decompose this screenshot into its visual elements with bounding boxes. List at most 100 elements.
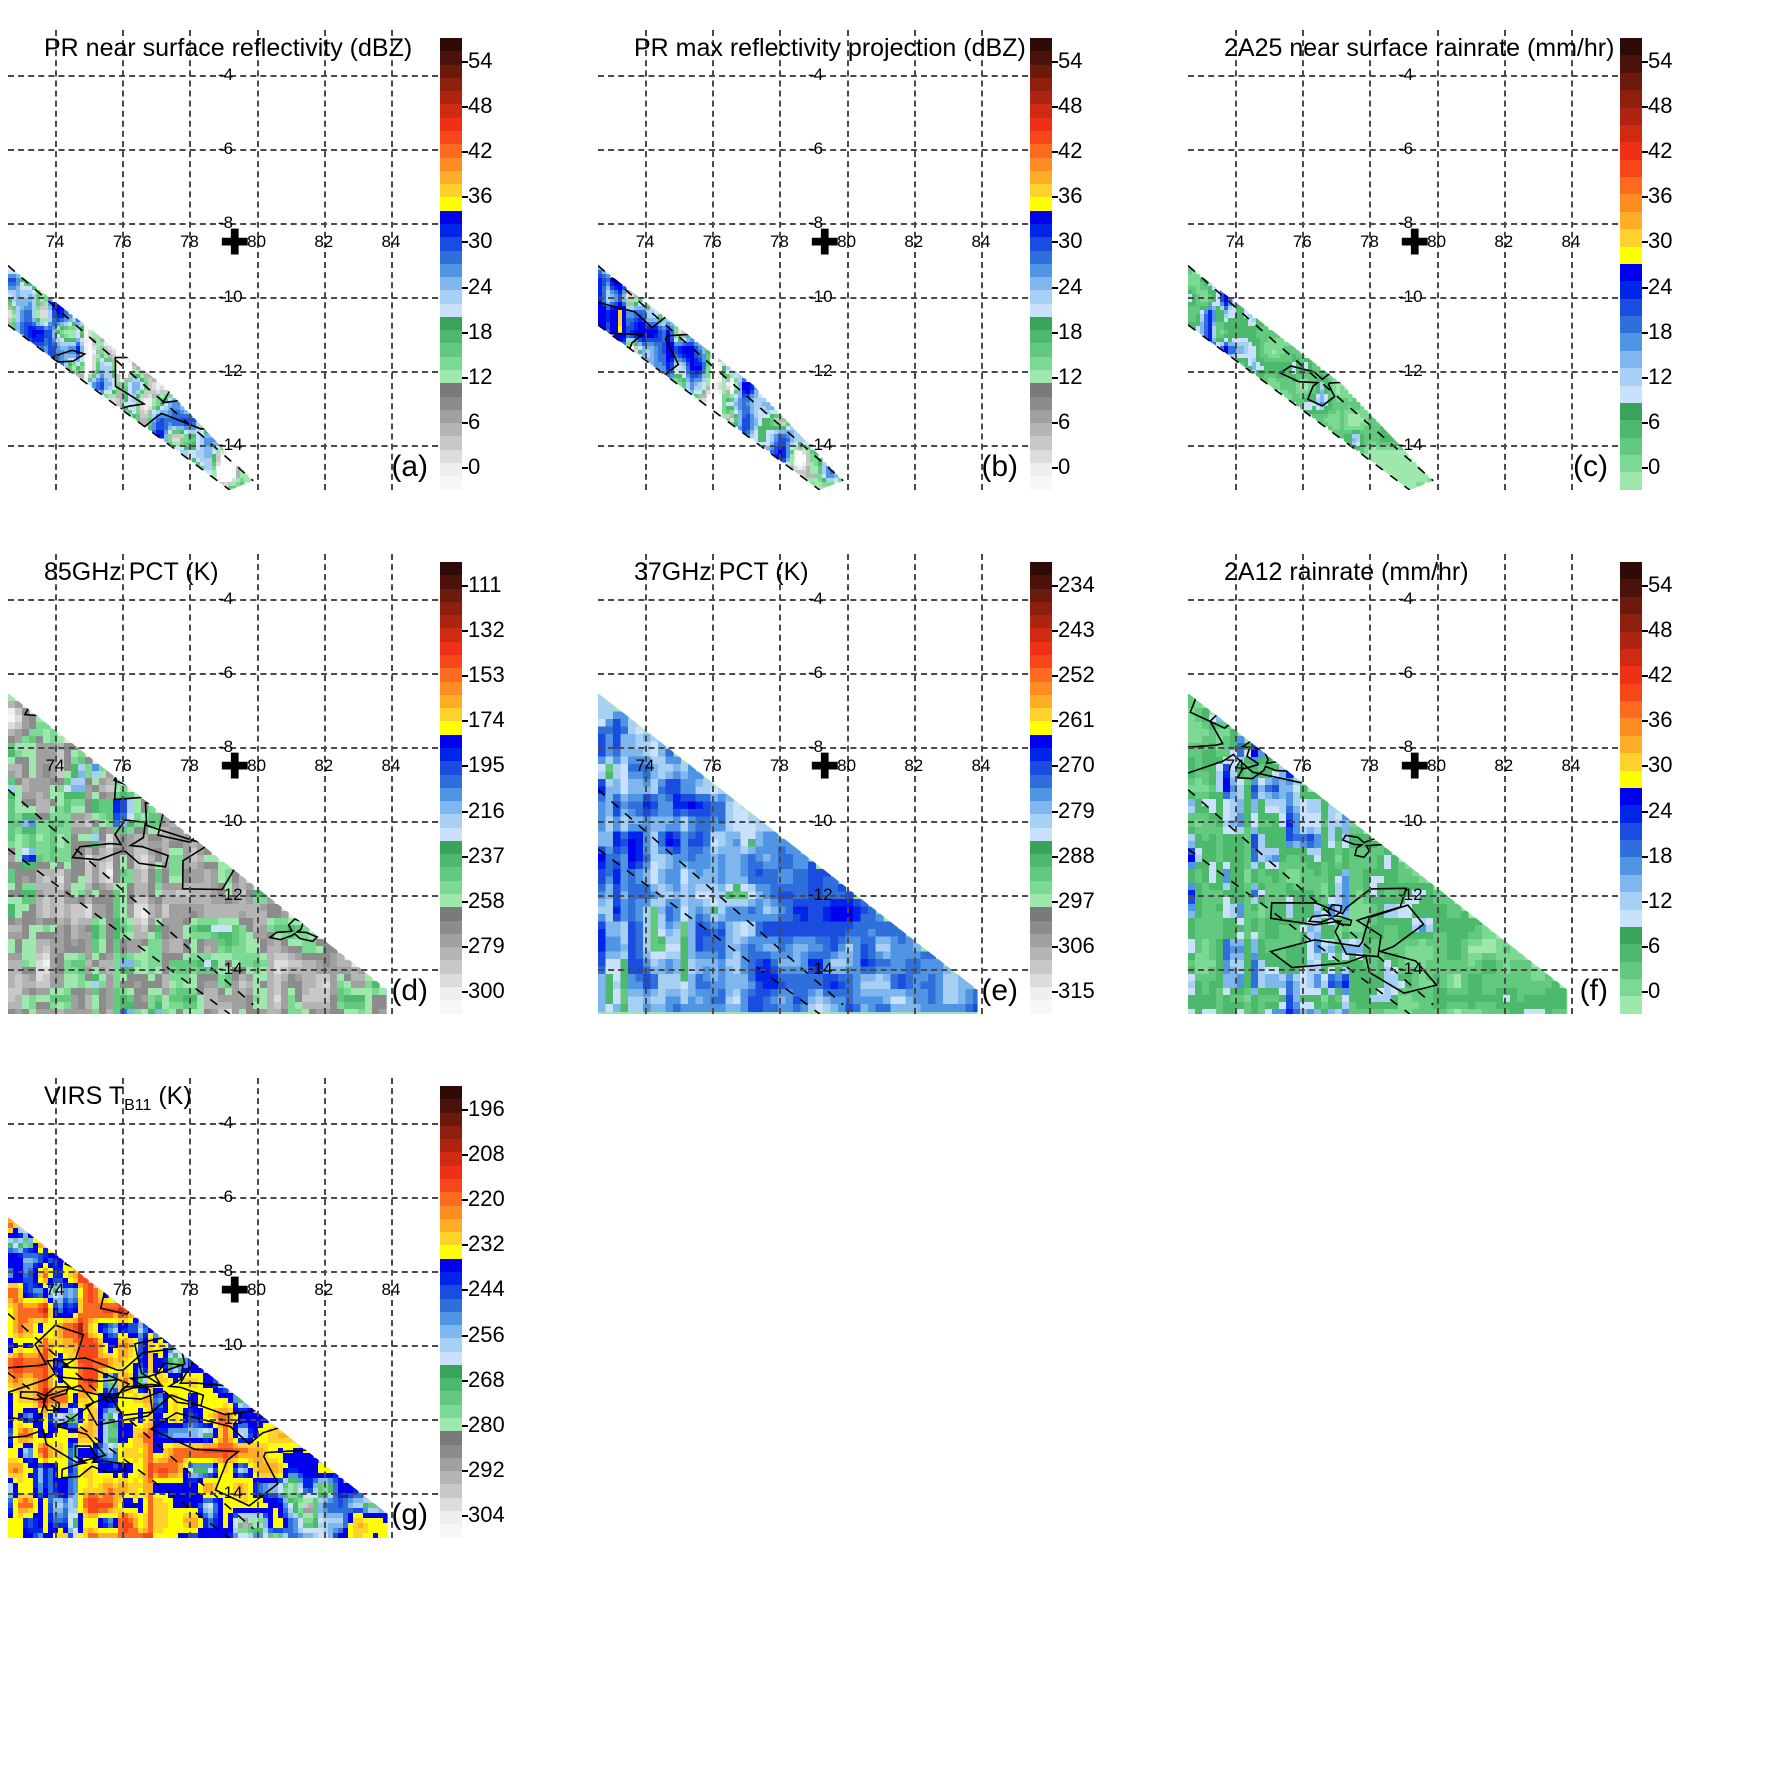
colorbar-tick-mark bbox=[462, 946, 468, 949]
panel-a: 74 76 78 80 82 84 -4 -6 -8 -10 -12 -14 ✚ (a) PR near s… bbox=[8, 30, 598, 554]
colorbar-tick-mark bbox=[1642, 584, 1648, 587]
lat-tick-label: -10 bbox=[1397, 811, 1423, 831]
gridline-lon-84 bbox=[1570, 30, 1573, 490]
lon-tick-label: 82 bbox=[314, 1280, 334, 1300]
lat-tick-label: -12 bbox=[1397, 885, 1423, 905]
colorbar-segment bbox=[1030, 436, 1052, 450]
plot-area-g: 74 76 78 80 82 84 -4 -6 -8 -10 -12 -14 ✚ (g) bbox=[8, 1078, 438, 1538]
gridline-lat-6 bbox=[1188, 148, 1618, 151]
gridline-lon-76 bbox=[1302, 554, 1305, 1014]
site-cross-marker: ✚ bbox=[810, 224, 840, 263]
panel-e: 74 76 78 80 82 84 -4 -6 -8 -10 -12 -14 ✚ (e) 37GHz PCT… bbox=[598, 554, 1188, 1078]
panel-title-e: 37GHz PCT (K) bbox=[634, 558, 809, 586]
panel-letter-f: (f) bbox=[1579, 974, 1608, 1007]
gridline-lon-82 bbox=[323, 1078, 326, 1538]
colorbar-segment bbox=[1030, 894, 1052, 908]
colorbar-tick-mark bbox=[462, 720, 468, 723]
lat-tick-label: -6 bbox=[217, 662, 234, 682]
panel-letter-d: (d) bbox=[391, 974, 428, 1007]
panel-title-f: 2A12 rainrate (mm/hr) bbox=[1224, 558, 1469, 586]
lat-tick-label: -10 bbox=[217, 811, 243, 831]
gridline-lon-74 bbox=[55, 30, 58, 490]
colorbar-tick-mark bbox=[1052, 105, 1058, 108]
colorbar-segment bbox=[1620, 90, 1642, 108]
colorbar-tick-mark bbox=[1052, 60, 1058, 63]
gridline-lon-80 bbox=[1436, 554, 1439, 1014]
lon-tick-label: 82 bbox=[314, 756, 334, 776]
panel-c: 74 76 78 80 82 84 -4 -6 -8 -10 -12 -14 ✚ (c) 2A25 near… bbox=[1188, 30, 1771, 554]
colorbar-segment bbox=[1030, 801, 1052, 815]
colorbar-tick-mark bbox=[462, 331, 468, 334]
colorbar-tick-mark bbox=[462, 1199, 468, 1201]
colorbar-segment bbox=[1620, 420, 1642, 438]
colorbar-tick-label: 54 bbox=[468, 47, 493, 73]
colorbar-f bbox=[1620, 562, 1642, 1014]
colorbar-tick-label: 258 bbox=[468, 888, 505, 913]
colorbar-segment bbox=[440, 1378, 462, 1392]
colorbar-segment bbox=[1030, 668, 1052, 682]
gridline-lon-82 bbox=[913, 554, 916, 1014]
colorbar-segment bbox=[440, 476, 462, 490]
colorbar-tick-mark bbox=[1642, 991, 1648, 994]
colorbar-segment bbox=[1620, 72, 1642, 91]
colorbar-segment bbox=[440, 1271, 462, 1286]
colorbar-segment bbox=[1620, 926, 1642, 945]
colorbar-tick-label: 153 bbox=[468, 662, 505, 687]
gridline-lat-12 bbox=[598, 371, 1028, 374]
colorbar-segment bbox=[1030, 356, 1052, 371]
panel-letter-c: (c) bbox=[1573, 450, 1608, 483]
colorbar-segment bbox=[1030, 960, 1052, 974]
colorbar-segment bbox=[440, 894, 462, 908]
colorbar-segment bbox=[1030, 117, 1052, 131]
colorbar-segment bbox=[440, 170, 462, 185]
colorbar-segment bbox=[440, 628, 462, 642]
colorbar-segment bbox=[440, 1338, 462, 1352]
colorbar-segment bbox=[1620, 455, 1642, 473]
lat-tick-label: -6 bbox=[217, 138, 234, 158]
colorbar-tick-mark bbox=[462, 1244, 468, 1247]
colorbar-tick-label: 288 bbox=[1058, 842, 1095, 868]
colorbar-segment bbox=[1030, 854, 1052, 868]
colorbar-segment bbox=[1620, 892, 1642, 910]
colorbar-segment bbox=[1030, 104, 1052, 118]
colorbar-segment bbox=[1030, 840, 1052, 855]
lon-tick-label: 74 bbox=[1225, 756, 1245, 776]
lat-tick-label: -12 bbox=[217, 1409, 243, 1429]
colorbar-tick-mark bbox=[462, 1334, 468, 1337]
data-swath-b bbox=[598, 264, 844, 490]
colorbar-segment bbox=[1030, 694, 1052, 709]
colorbar-segment bbox=[1620, 368, 1642, 386]
colorbar-tick-mark bbox=[1642, 675, 1648, 677]
gridline-lon-78 bbox=[189, 30, 192, 490]
colorbar-tick-mark bbox=[462, 1289, 468, 1292]
panel-letter-b: (b) bbox=[981, 450, 1018, 483]
gridline-lon-84 bbox=[980, 30, 983, 490]
colorbar-tick-label: 54 bbox=[1648, 571, 1673, 597]
colorbar-segment bbox=[1620, 596, 1642, 615]
colorbar-tick-label: 220 bbox=[468, 1186, 505, 1211]
colorbar-segment bbox=[1620, 805, 1642, 823]
gridline-lon-80 bbox=[256, 1078, 259, 1538]
colorbar-tick-label: 304 bbox=[468, 1502, 505, 1528]
colorbar-tick-label: 237 bbox=[468, 842, 505, 868]
colorbar-segment bbox=[440, 383, 462, 397]
colorbar-segment bbox=[440, 330, 462, 344]
lat-tick-label: -8 bbox=[1397, 736, 1414, 756]
plot-area-f: 74 76 78 80 82 84 -4 -6 -8 -10 -12 -14 ✚ (f) bbox=[1188, 554, 1618, 1014]
gridline-lat-4 bbox=[1188, 598, 1618, 601]
lon-tick-label: 78 bbox=[179, 756, 199, 776]
colorbar-segment bbox=[440, 774, 462, 788]
panel-b: 74 76 78 80 82 84 -4 -6 -8 -10 -12 -14 ✚ (b) PR max re… bbox=[598, 30, 1188, 554]
gridline-lat-8 bbox=[598, 222, 1028, 225]
gridline-lon-78 bbox=[1369, 30, 1372, 490]
gridline-lat-4 bbox=[1188, 74, 1618, 77]
colorbar-tick-mark bbox=[1052, 584, 1058, 587]
gridline-lat-4 bbox=[8, 74, 438, 77]
colorbar-tick-mark bbox=[462, 1515, 468, 1518]
colorbar-segment bbox=[1030, 681, 1052, 695]
gridline-lat-10 bbox=[8, 821, 438, 824]
colorbar-tick-mark bbox=[462, 467, 468, 470]
colorbar-tick-label: 292 bbox=[468, 1457, 505, 1483]
colorbar-segment bbox=[1030, 880, 1052, 895]
colorbar-segment bbox=[1030, 184, 1052, 198]
